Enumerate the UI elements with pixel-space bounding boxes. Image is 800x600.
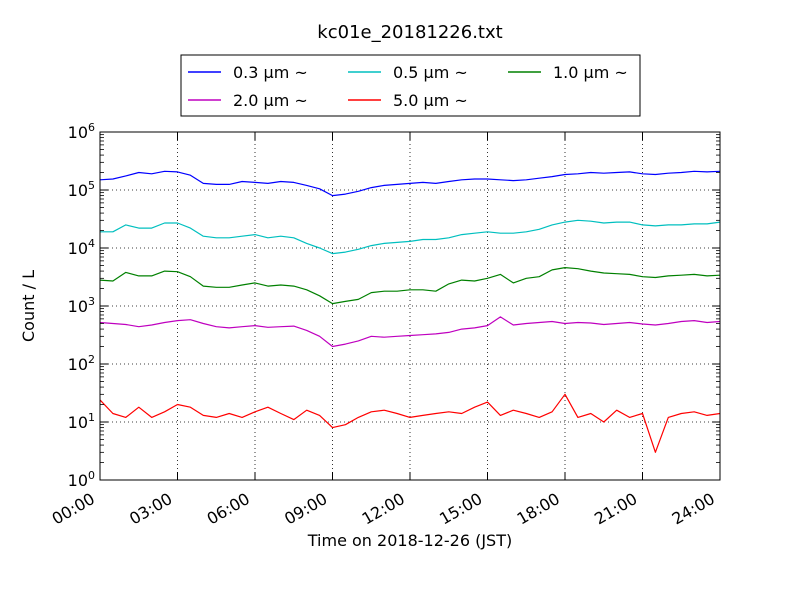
y-tick-base: 10 <box>68 471 88 490</box>
series-line-3 <box>99 267 721 305</box>
y-tick-exponent: 2 <box>88 353 95 366</box>
series-line-4 <box>99 316 721 348</box>
chart-title: kc01e_20181226.txt <box>317 22 502 43</box>
y-tick-exponent: 0 <box>88 469 95 482</box>
x-tick-label: 24:00 <box>669 489 718 529</box>
legend-label: 2.0 μm ~ <box>233 91 308 110</box>
y-tick-label: 105 <box>68 179 95 200</box>
legend-label: 5.0 μm ~ <box>393 91 468 110</box>
y-tick-exponent: 6 <box>88 121 95 134</box>
y-tick-label: 106 <box>68 121 95 142</box>
y-tick-exponent: 5 <box>88 179 95 192</box>
x-tick-label: 15:00 <box>436 489 485 529</box>
y-tick-base: 10 <box>68 181 88 200</box>
series-lines <box>99 170 721 453</box>
legend-label: 1.0 μm ~ <box>553 63 628 82</box>
x-axis: 00:00 03:00 06:00 09:00 12:00 15:00 18:00 21:00… <box>49 132 721 529</box>
legend-box <box>180 54 641 117</box>
series-line-2 <box>100 219 721 255</box>
y-tick-label: 101 <box>68 411 95 432</box>
y-tick-exponent: 4 <box>88 237 95 250</box>
y-tick-exponent: 3 <box>88 295 95 308</box>
series-line-5 <box>99 393 721 453</box>
y-tick-label: 102 <box>68 353 95 374</box>
legend-label: 0.5 μm ~ <box>393 63 468 82</box>
legend-label: 0.3 μm ~ <box>233 63 308 82</box>
y-axis-label: Count / L <box>19 270 38 342</box>
y-tick-exponent: 1 <box>88 411 95 424</box>
y-tick-base: 10 <box>68 297 88 316</box>
x-tick-label: 12:00 <box>359 489 408 529</box>
x-tick-label: 09:00 <box>281 489 330 529</box>
x-tick-label: 06:00 <box>204 489 253 529</box>
y-tick-base: 10 <box>68 355 88 374</box>
y-tick-base: 10 <box>68 239 88 258</box>
series-line-1 <box>99 170 721 197</box>
y-tick-label: 103 <box>68 295 95 316</box>
y-tick-base: 10 <box>68 413 88 432</box>
y-tick-label: 100 <box>68 469 95 490</box>
x-tick-label: 03:00 <box>126 489 175 529</box>
x-axis-label: Time on 2018-12-26 (JST) <box>307 531 512 550</box>
grid <box>100 132 720 480</box>
x-tick-label: 18:00 <box>514 489 563 529</box>
y-tick-label: 104 <box>68 237 95 258</box>
y-tick-base: 10 <box>68 123 88 142</box>
legend: 0.3 μm ~ 0.5 μm ~ 1.0 μm ~ 2.0 μm ~ 5.0 μm ~ <box>180 54 641 117</box>
x-tick-label: 21:00 <box>591 489 640 529</box>
x-tick-label: 00:00 <box>49 489 98 529</box>
